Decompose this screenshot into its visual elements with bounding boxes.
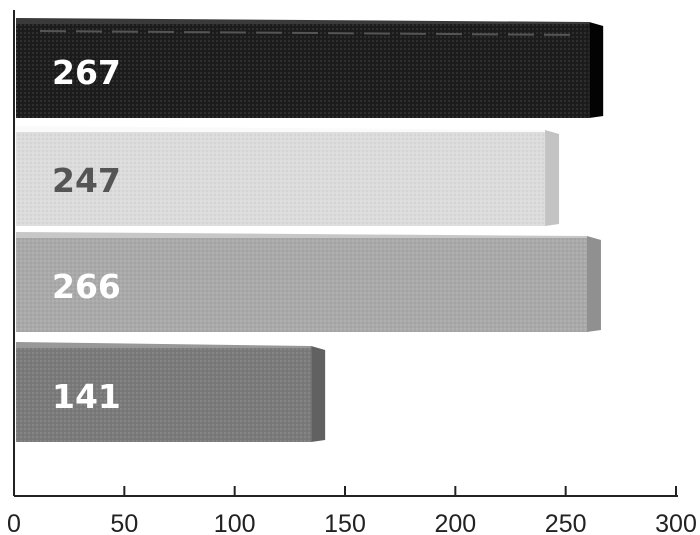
- bar-sheen-line: [39, 30, 581, 36]
- bar-end-face: [589, 22, 604, 118]
- x-tick-label: 50: [110, 510, 138, 535]
- bar-end-face: [586, 236, 601, 332]
- x-tick-label: 0: [7, 510, 21, 535]
- bar-texture: [16, 348, 312, 442]
- x-tick-label: 250: [545, 510, 587, 535]
- x-tick-label: 200: [434, 510, 476, 535]
- bar-texture: [16, 238, 587, 332]
- bar-texture: [16, 24, 590, 118]
- bar-end-face: [545, 130, 560, 226]
- x-tick-label: 100: [214, 510, 256, 535]
- bar-value-label: 266: [52, 267, 121, 306]
- axis-layer: 0 50 100 150 200 250 300: [7, 10, 697, 535]
- bar-end-face: [311, 346, 326, 442]
- x-tick-label: 300: [655, 510, 697, 535]
- bar-value-label: 141: [52, 377, 121, 416]
- bar-value-label: 267: [52, 53, 121, 92]
- bar-value-label: 247: [52, 161, 121, 200]
- x-tick-label: 150: [324, 510, 366, 535]
- bar-texture: [16, 132, 546, 226]
- bars-layer: 267 247 266 141: [16, 18, 604, 442]
